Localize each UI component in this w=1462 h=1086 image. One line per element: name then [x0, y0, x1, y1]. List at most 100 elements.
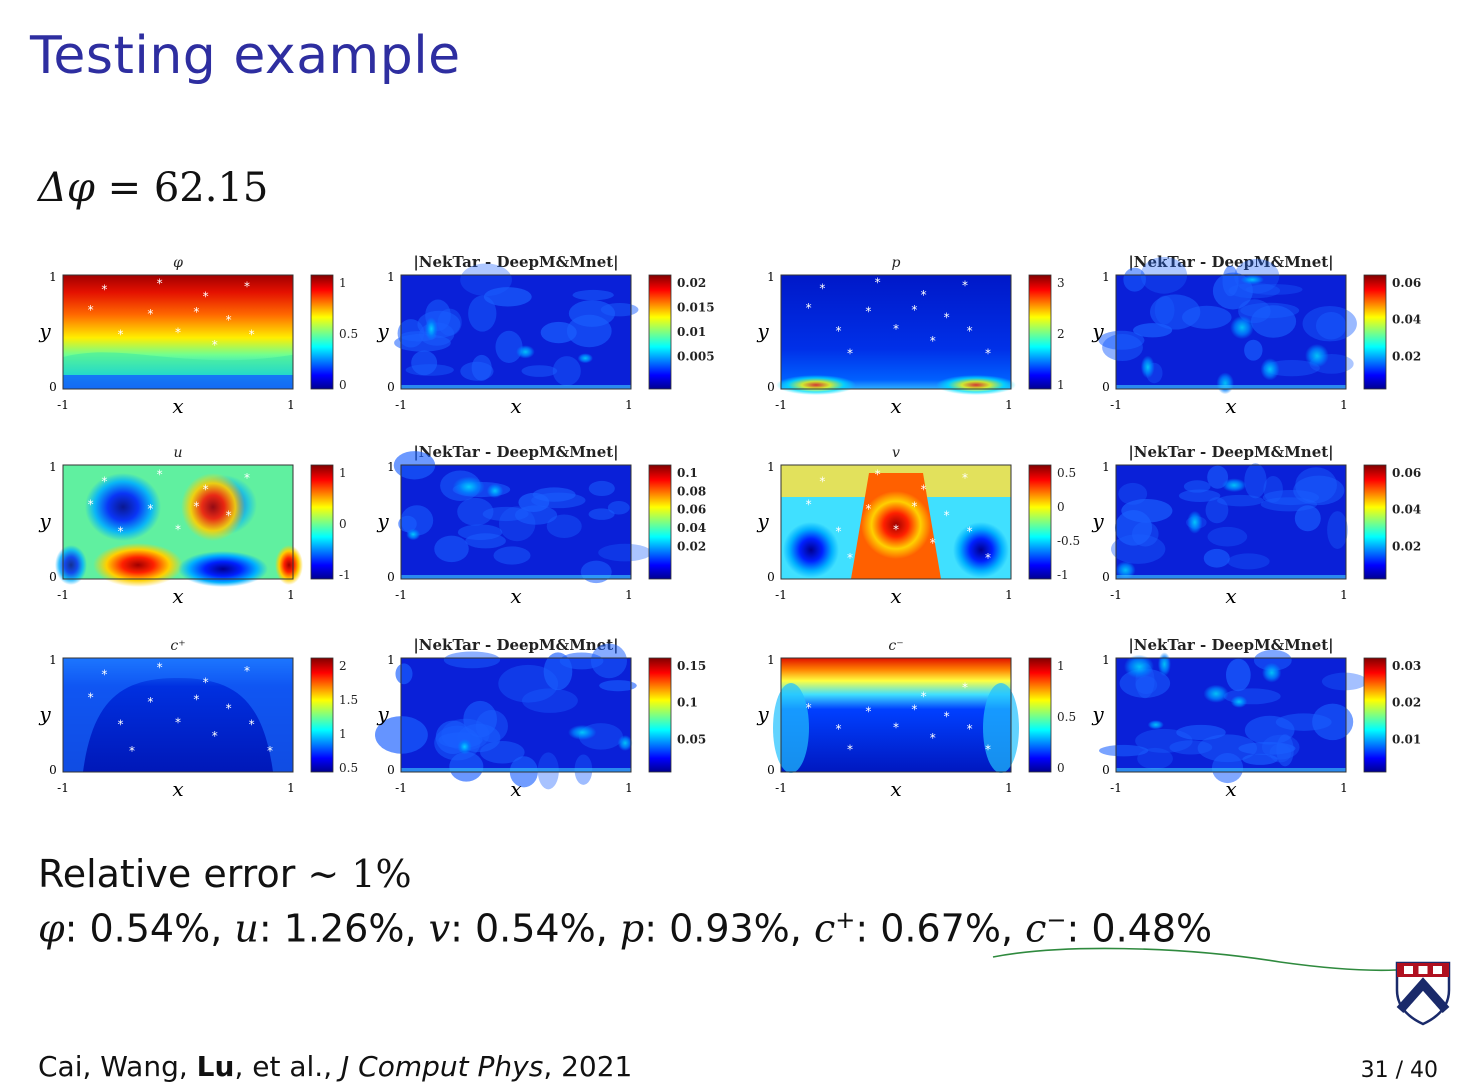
y-tick-label: 1	[49, 653, 57, 667]
colorbar	[310, 464, 334, 580]
error-var: p	[619, 906, 645, 951]
colorbar-tick-label: 0	[339, 378, 347, 392]
x-tick-label: -1	[1110, 781, 1122, 795]
sample-point-marker: *	[147, 695, 153, 709]
x-axis-label: x	[890, 584, 901, 608]
colorbar-tick-label: 0.06	[677, 503, 706, 517]
colorbar-tick-label: 2	[1057, 327, 1065, 341]
colorbar-tick-label: -1	[1057, 568, 1069, 582]
y-tick-label: 0	[1102, 570, 1110, 584]
y-tick-label: 0	[49, 380, 57, 394]
panel-title: |NekTar - DeepM&Mnet|	[1128, 253, 1333, 271]
sample-point-marker: *	[101, 282, 107, 296]
y-tick-label: 0	[387, 763, 395, 777]
colorbar-tick-label: 1	[339, 727, 347, 741]
sample-point-marker: *	[847, 346, 853, 360]
y-tick-label: 0	[387, 380, 395, 394]
sample-point-marker: *	[147, 502, 153, 516]
x-tick-label: -1	[775, 781, 787, 795]
colorbar-tick-label: 1	[339, 466, 347, 480]
x-tick-label: 1	[625, 781, 633, 795]
x-tick-label: -1	[775, 588, 787, 602]
y-axis-label: y	[376, 319, 389, 343]
x-tick-label: 1	[287, 398, 295, 412]
relative-error-label: Relative error	[38, 852, 296, 896]
x-tick-label: -1	[395, 588, 407, 602]
sample-point-marker: *	[911, 703, 917, 717]
sample-point-marker: *	[249, 718, 255, 732]
panel-title: u	[173, 445, 182, 461]
colorbar-tick-label: 0.1	[677, 696, 698, 710]
x-tick-label: -1	[57, 588, 69, 602]
sample-point-marker: *	[893, 522, 899, 536]
colorbar-tick-label: 0.1	[677, 466, 698, 480]
y-axis-label: y	[1091, 509, 1104, 533]
colorbar-tick-label: 1	[1057, 378, 1065, 392]
colorbar-tick-label: 1.5	[339, 693, 358, 707]
colorbar-tick-label: 0.06	[1392, 466, 1421, 480]
y-axis-label: y	[1091, 319, 1104, 343]
y-tick-label: 0	[1102, 763, 1110, 777]
sample-point-marker: *	[175, 715, 181, 729]
colorbar	[310, 274, 334, 390]
colorbar-tick-label: 0.06	[1392, 276, 1421, 290]
colorbar-tick-label: 0.5	[1057, 710, 1076, 724]
sample-point-marker: *	[806, 497, 812, 511]
colorbar	[1028, 464, 1052, 580]
error-value: : 0.48%	[1066, 906, 1213, 951]
x-tick-label: 1	[625, 588, 633, 602]
sample-point-marker: *	[244, 664, 250, 678]
sample-point-marker: *	[875, 468, 881, 482]
sample-point-marker: *	[193, 693, 199, 707]
sample-point-marker: *	[212, 338, 218, 352]
panel-title: v	[892, 445, 900, 461]
y-tick-label: 1	[1102, 270, 1110, 284]
slide-title: Testing example	[30, 26, 461, 86]
colorbar-tick-label: 0.02	[677, 539, 706, 553]
citation: Cai, Wang, Lu, et al., J Comput Phys, 20…	[38, 1050, 632, 1083]
error-value: : 1.26%,	[258, 906, 429, 951]
sample-point-marker: *	[175, 326, 181, 340]
x-tick-label: -1	[395, 781, 407, 795]
colorbar-tick-label: 0.04	[677, 521, 706, 535]
sample-point-marker: *	[930, 731, 936, 745]
y-tick-label: 0	[49, 570, 57, 584]
sample-point-marker: *	[865, 704, 871, 718]
heatmap-panel: |NekTar - DeepM&Mnet| 1 0-1 1 x y 0.15 0.1 0.05	[374, 636, 706, 801]
colorbar-tick-label: 1	[1057, 659, 1065, 673]
x-tick-label: 1	[1340, 781, 1348, 795]
sample-point-marker: *	[819, 281, 825, 295]
sample-point-marker: *	[175, 522, 181, 536]
delta-phi-value: 62.15	[153, 165, 269, 211]
y-axis-label: y	[38, 509, 51, 533]
sample-point-marker: *	[226, 702, 232, 716]
sample-point-marker: *	[836, 722, 842, 736]
sample-point-marker: *	[967, 324, 973, 338]
panel-title: φ	[173, 255, 183, 271]
heatmap-panel: p * * * * * * * * * * * * * * 1 0-1 1 x y 3 2 1	[756, 255, 1064, 418]
error-value: : 0.54%,	[450, 906, 620, 951]
x-tick-label: -1	[775, 398, 787, 412]
error-var-sup: +	[835, 906, 856, 934]
colorbar-tick-label: 0.015	[677, 300, 715, 314]
y-tick-label: 0	[767, 380, 775, 394]
sample-point-marker: *	[244, 279, 250, 293]
colorbar-tick-label: 0.02	[677, 276, 706, 290]
colorbar	[1363, 274, 1387, 390]
error-var: u	[234, 906, 259, 951]
error-value: : 0.67%,	[855, 906, 1026, 951]
x-tick-label: 1	[287, 588, 295, 602]
citation-authors-rest: , et al.,	[234, 1050, 341, 1083]
x-tick-label: -1	[395, 398, 407, 412]
x-axis-label: x	[1225, 584, 1236, 608]
x-axis-label: x	[890, 394, 901, 418]
sample-point-marker: *	[244, 471, 250, 485]
sample-point-marker: *	[836, 324, 842, 338]
sample-point-marker: *	[944, 311, 950, 325]
error-var: c	[813, 906, 836, 951]
